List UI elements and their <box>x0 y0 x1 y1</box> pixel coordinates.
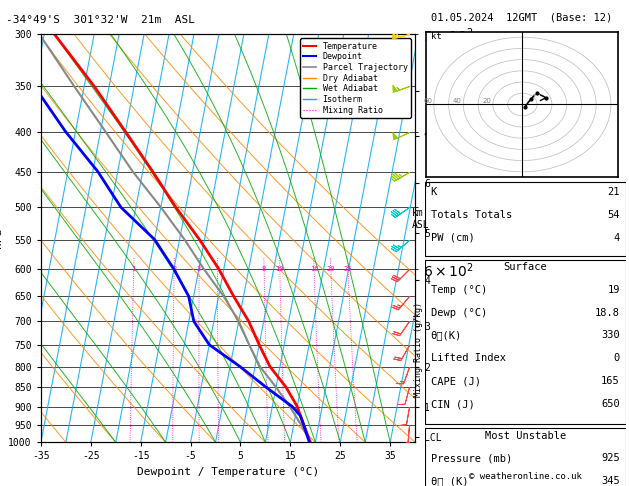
Text: 21: 21 <box>608 187 620 197</box>
Text: kt: kt <box>431 33 442 41</box>
Bar <box>425 260 626 424</box>
Text: 4: 4 <box>215 266 220 272</box>
Text: 20: 20 <box>326 266 335 272</box>
Y-axis label: hPa: hPa <box>0 228 3 248</box>
Text: 2: 2 <box>172 266 176 272</box>
Text: CAPE (J): CAPE (J) <box>431 376 481 386</box>
Legend: Temperature, Dewpoint, Parcel Trajectory, Dry Adiabat, Wet Adiabat, Isotherm, Mi: Temperature, Dewpoint, Parcel Trajectory… <box>300 38 411 118</box>
Text: -34°49'S  301°32'W  21m  ASL: -34°49'S 301°32'W 21m ASL <box>6 15 195 25</box>
X-axis label: Dewpoint / Temperature (°C): Dewpoint / Temperature (°C) <box>137 467 319 477</box>
Text: © weatheronline.co.uk: © weatheronline.co.uk <box>469 472 582 481</box>
Text: Most Unstable: Most Unstable <box>484 431 566 441</box>
Text: Dewp (°C): Dewp (°C) <box>431 308 487 318</box>
Text: 1: 1 <box>131 266 136 272</box>
Text: 330: 330 <box>601 330 620 341</box>
Text: 01.05.2024  12GMT  (Base: 12): 01.05.2024 12GMT (Base: 12) <box>431 12 612 22</box>
Text: 8: 8 <box>262 266 266 272</box>
Text: 60: 60 <box>423 98 432 104</box>
Text: 0: 0 <box>613 353 620 364</box>
Text: 25: 25 <box>343 266 352 272</box>
Text: 40: 40 <box>453 98 462 104</box>
Text: 10: 10 <box>276 266 284 272</box>
Text: θᴄ (K): θᴄ (K) <box>431 476 468 486</box>
Text: Temp (°C): Temp (°C) <box>431 285 487 295</box>
Text: Pressure (mb): Pressure (mb) <box>431 453 512 464</box>
Text: K: K <box>431 187 437 197</box>
Text: θᴄ(K): θᴄ(K) <box>431 330 462 341</box>
Text: 3: 3 <box>197 266 201 272</box>
Text: Surface: Surface <box>503 262 547 272</box>
Text: 345: 345 <box>601 476 620 486</box>
Text: 54: 54 <box>608 210 620 220</box>
Bar <box>425 182 626 256</box>
Text: km
ASL: km ASL <box>412 208 430 229</box>
Text: 20: 20 <box>482 98 491 104</box>
Text: 4: 4 <box>613 233 620 243</box>
Text: 18.8: 18.8 <box>595 308 620 318</box>
Bar <box>425 428 626 486</box>
Text: 925: 925 <box>601 453 620 464</box>
Text: 19: 19 <box>608 285 620 295</box>
Text: 165: 165 <box>601 376 620 386</box>
Text: 650: 650 <box>601 399 620 409</box>
Text: Lifted Index: Lifted Index <box>431 353 506 364</box>
Text: PW (cm): PW (cm) <box>431 233 474 243</box>
Text: Totals Totals: Totals Totals <box>431 210 512 220</box>
Text: CIN (J): CIN (J) <box>431 399 474 409</box>
Text: Mixing Ratio (g/kg): Mixing Ratio (g/kg) <box>414 302 423 398</box>
Text: 16: 16 <box>309 266 318 272</box>
